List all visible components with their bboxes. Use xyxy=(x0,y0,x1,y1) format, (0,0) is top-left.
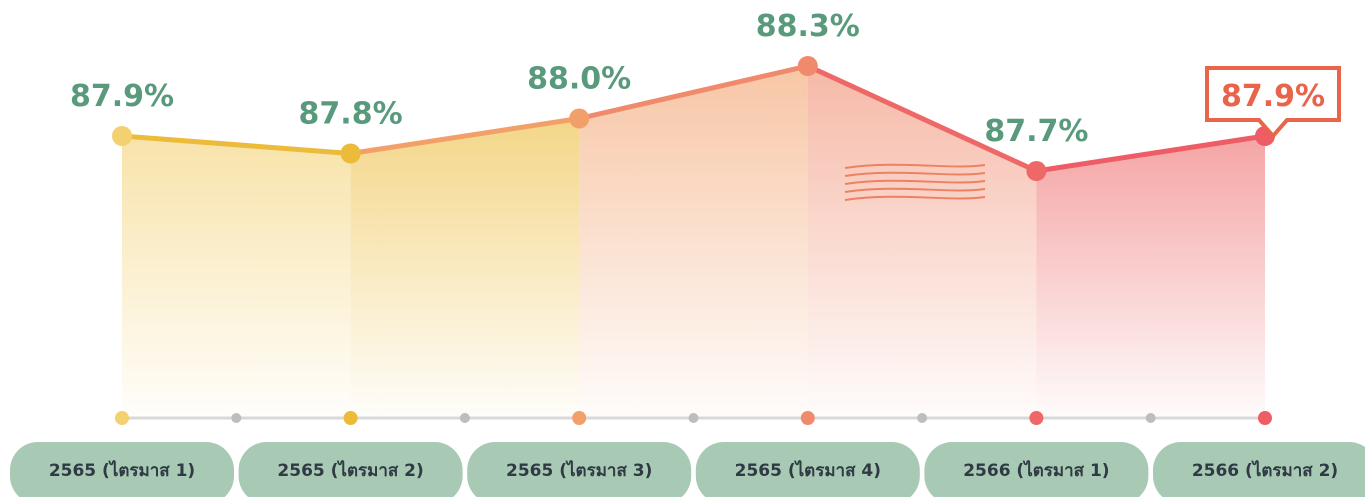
value-label: 87.7% xyxy=(984,114,1088,149)
category-label: 2566 (ไตรมาส 1) xyxy=(963,460,1109,481)
category-label: 2565 (ไตรมาส 4) xyxy=(735,460,881,481)
area xyxy=(122,136,351,416)
value-label: 88.3% xyxy=(756,9,860,44)
point xyxy=(1026,161,1046,181)
baseline-dot xyxy=(1029,411,1043,425)
category-label: 2565 (ไตรมาส 3) xyxy=(506,460,652,481)
point xyxy=(341,144,361,164)
baseline-dot xyxy=(1258,411,1272,425)
value-label: 87.9% xyxy=(1221,79,1325,114)
baseline-dot xyxy=(344,411,358,425)
area xyxy=(579,66,808,416)
point xyxy=(569,109,589,129)
value-label: 88.0% xyxy=(527,62,631,97)
chart: 87.9% 2565 (ไตรมาส 1) 87.8% 2565 (ไตรมาส 2)… xyxy=(0,0,1365,497)
category-label: 2565 (ไตรมาส 2) xyxy=(277,460,423,481)
area xyxy=(351,119,580,417)
baseline-dot xyxy=(460,413,470,423)
baseline-dot xyxy=(1146,413,1156,423)
point xyxy=(112,126,132,146)
baseline-dot xyxy=(572,411,586,425)
baseline-dot xyxy=(231,413,241,423)
category-label: 2565 (ไตรมาส 1) xyxy=(49,460,195,481)
point xyxy=(798,56,818,76)
baseline-dot xyxy=(689,413,699,423)
area xyxy=(1036,136,1265,416)
baseline-dot xyxy=(801,411,815,425)
baseline-dot xyxy=(917,413,927,423)
value-label: 87.8% xyxy=(299,97,403,132)
category-label: 2566 (ไตรมาส 2) xyxy=(1192,460,1338,481)
baseline-dot xyxy=(115,411,129,425)
value-label: 87.9% xyxy=(70,79,174,114)
